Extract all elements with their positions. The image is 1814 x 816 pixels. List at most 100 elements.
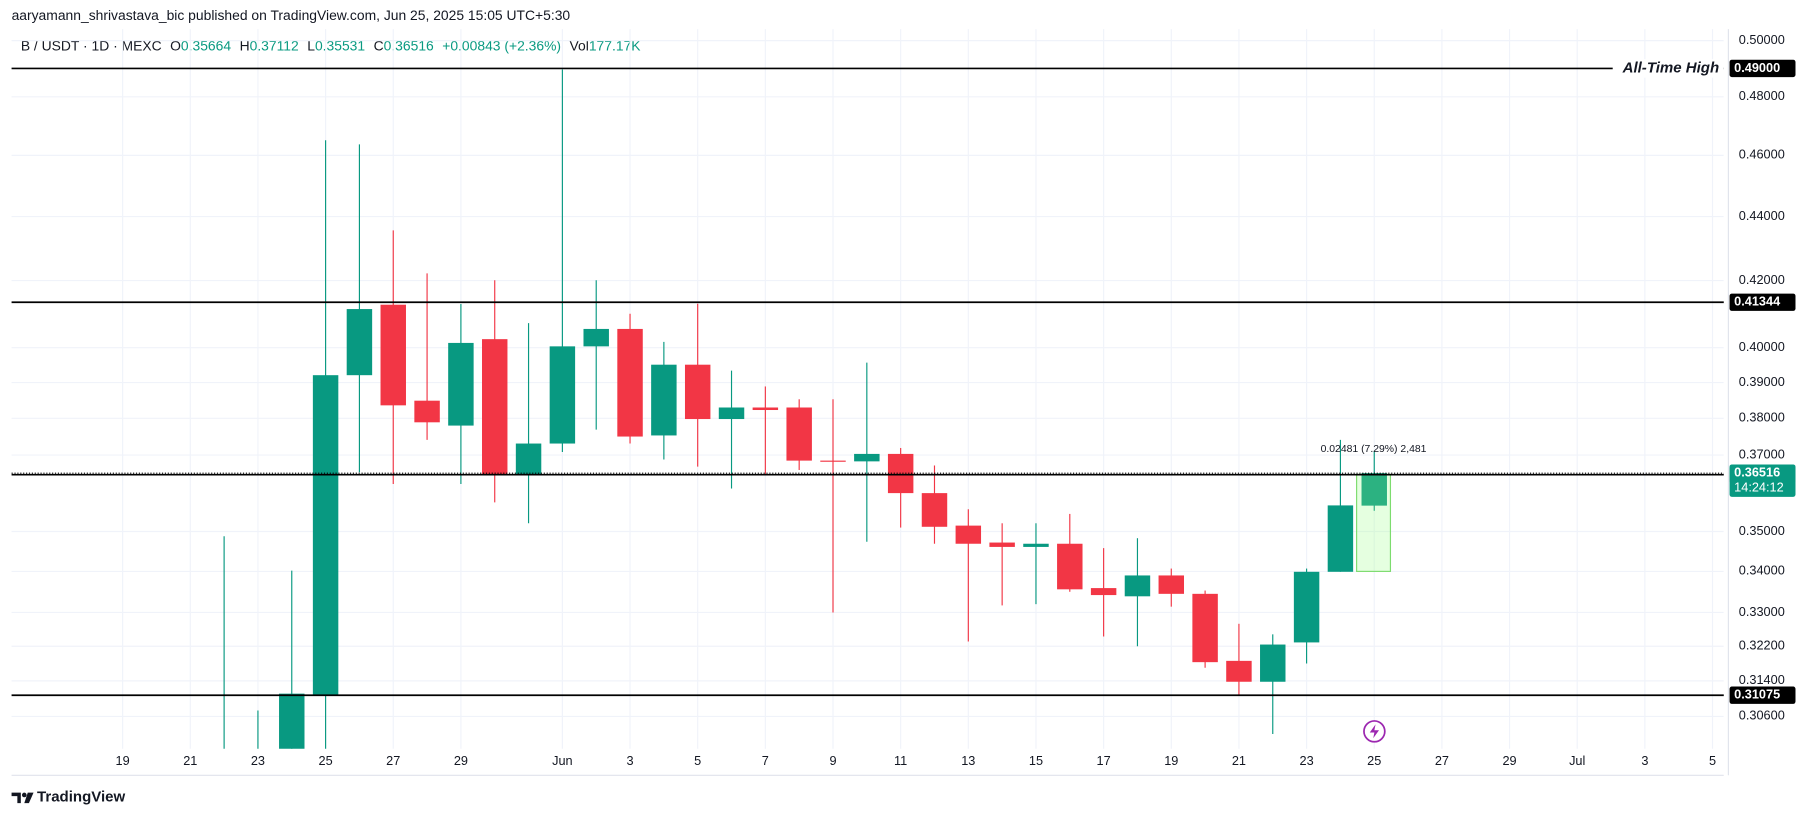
candle-body: [1293, 571, 1320, 643]
candle-body: [211, 757, 236, 766]
x-tick-label: 15: [1029, 753, 1043, 768]
volume-key: Vol: [570, 37, 589, 53]
ohlc-value: 0.35664: [181, 37, 231, 53]
price-axis: [1723, 0, 1814, 776]
price-label: 0.41344: [1734, 294, 1780, 309]
x-tick-label: 19: [1164, 753, 1178, 768]
event-icon[interactable]: [1363, 720, 1386, 743]
candle-body: [752, 407, 779, 411]
x-tick-label: 7: [762, 753, 769, 768]
x-tick-label: 13: [961, 753, 975, 768]
ohlc-key: H: [240, 37, 250, 53]
ohlc-value: 0.35531: [315, 37, 365, 53]
x-tick-label: 3: [1641, 753, 1648, 768]
y-tick-label: 0.37000: [1739, 446, 1785, 461]
symbol: B / USDT · 1D · MEXC: [21, 37, 162, 53]
y-tick-label: 0.48000: [1739, 88, 1785, 103]
x-tick-label: 17: [1097, 753, 1111, 768]
candle-body: [617, 328, 643, 437]
candle-body: [1124, 575, 1151, 597]
plot-layer: 19 21 23 25 27 29 Jun 3 5 7 9 11 13 15 17 19 21 23 25 27 29 J…: [11, 29, 1729, 768]
y-tick-label: 0.50000: [1739, 32, 1785, 47]
candle-body: [651, 364, 677, 436]
ohlc-value: 0.36516: [384, 37, 434, 53]
price-label-box: [1729, 293, 1796, 311]
annotation: All-Time High: [1622, 59, 1720, 76]
ohlc-key: C: [374, 37, 384, 53]
y-tick-label: 0.30600: [1739, 708, 1785, 723]
measure-label: 0.02481 (7.29%) 2,481: [1321, 444, 1427, 455]
candle-body: [583, 328, 609, 347]
y-tick-label: 0.39000: [1739, 374, 1785, 389]
candle-body: [414, 400, 440, 423]
x-tick-label: 19: [116, 753, 130, 768]
annotation-bg: [1612, 59, 1724, 78]
y-tick-label: 0.34000: [1739, 563, 1785, 578]
candle-body: [312, 375, 339, 696]
y-tick-label: 0.32200: [1739, 638, 1785, 653]
candle-body: [854, 453, 880, 462]
x-tick-label: Jul: [1569, 753, 1585, 768]
candle-body: [346, 309, 373, 376]
x-tick-label: 11: [894, 753, 907, 768]
candle-body: [684, 364, 711, 420]
x-tick-label: 21: [183, 753, 197, 768]
ohlc-key: O: [170, 37, 181, 53]
price-label-box: [1729, 686, 1796, 704]
y-tick-label: 0.35000: [1739, 523, 1785, 538]
y-tick-label: 0.42000: [1739, 272, 1785, 287]
price-label-box: [1729, 59, 1796, 78]
candle-body: [380, 304, 406, 406]
candle-body: [1327, 505, 1354, 572]
x-tick-label: 25: [319, 753, 333, 768]
candle-body: [989, 542, 1015, 547]
x-tick-label: 21: [1232, 753, 1246, 768]
measure-box: [1356, 473, 1392, 572]
y-tick-label: 0.33000: [1739, 604, 1785, 619]
ohlc-value: 0.37112: [250, 37, 299, 53]
x-tick-label: 27: [386, 753, 400, 768]
candle-body: [482, 339, 508, 475]
change: +0.00843 (+2.36%): [442, 37, 561, 53]
candle-body: [1361, 473, 1387, 506]
symbol-legend: B / USDT · 1D · MEXC O0.35664 H0.37112 L…: [21, 37, 641, 53]
y-tick-label: 0.46000: [1739, 147, 1785, 162]
candle-body: [955, 525, 982, 544]
logo: [11, 792, 34, 804]
candles: [211, 69, 1387, 766]
price-label: 0.31075: [1734, 687, 1780, 702]
x-tick-label: 29: [1502, 753, 1516, 768]
x-tick-label: 29: [454, 753, 468, 768]
candle-body: [718, 407, 745, 420]
volume-value: 177.17K: [589, 37, 641, 53]
x-tick-label: 3: [627, 753, 634, 768]
candle-body: [1057, 543, 1083, 590]
last-price-box: [1729, 464, 1796, 497]
x-tick-label: 9: [829, 753, 836, 768]
countdown: 14:24:12: [1734, 480, 1784, 495]
x-tick-label: 23: [1300, 753, 1314, 768]
candle-body: [1158, 575, 1185, 594]
candle-body: [921, 493, 948, 527]
candle-body: [1192, 593, 1218, 663]
candle-body: [786, 407, 812, 461]
y-tick-label: 0.40000: [1739, 339, 1785, 354]
candle-body: [279, 693, 305, 749]
y-tick-label: 0.44000: [1739, 208, 1785, 223]
author-line: aaryamann_shrivastava_bic published on T…: [12, 7, 571, 23]
ohlc-key: L: [307, 37, 315, 53]
candle-body: [1023, 543, 1049, 547]
candle-body: [515, 443, 542, 475]
price-label: 0.49000: [1734, 60, 1780, 75]
x-tick-label: Jun: [552, 753, 573, 768]
candle-body: [1226, 660, 1252, 682]
last-price-label: 0.36516: [1734, 465, 1780, 480]
candle-body: [820, 460, 846, 462]
candle-body: [549, 346, 576, 444]
y-tick-label: 0.38000: [1739, 410, 1785, 425]
brand: TradingView: [37, 788, 125, 805]
candle-body: [1090, 588, 1117, 596]
x-tick-label: 5: [1709, 753, 1716, 768]
x-tick-label: 23: [251, 753, 265, 768]
